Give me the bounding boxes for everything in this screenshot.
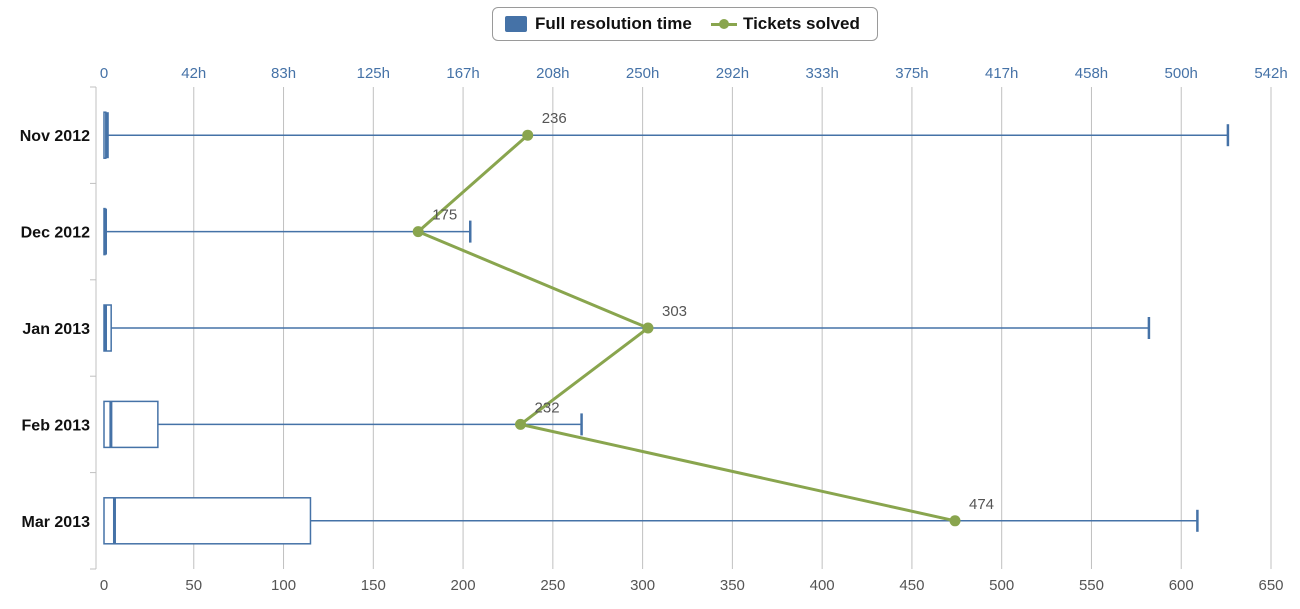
bottom-axis-tick-label: 200 <box>451 577 476 594</box>
tickets-solved-point <box>949 515 961 527</box>
category-label: Jan 2013 <box>22 321 90 338</box>
bottom-axis-tick-label: 250 <box>540 577 565 594</box>
bottom-axis-tick-label: 600 <box>1169 577 1194 594</box>
tickets-solved-data-label: 236 <box>542 110 567 127</box>
top-axis-tick-label: 375h <box>895 65 928 82</box>
bottom-axis-tick-label: 50 <box>185 577 202 594</box>
tickets-solved-data-label: 303 <box>662 303 687 320</box>
tickets-solved-data-label: 175 <box>432 207 457 224</box>
top-axis-tick-label: 250h <box>626 65 659 82</box>
legend-item-full-resolution-time[interactable]: Full resolution time <box>505 8 692 40</box>
bottom-axis-tick-label: 150 <box>361 577 386 594</box>
tickets-solved-data-label: 232 <box>535 399 560 416</box>
top-axis-tick-label: 83h <box>271 65 296 82</box>
box-series-swatch-icon <box>505 16 527 32</box>
top-axis-tick-label: 208h <box>536 65 569 82</box>
top-axis-tick-label: 333h <box>805 65 838 82</box>
top-axis-tick-label: 500h <box>1165 65 1198 82</box>
top-axis-tick-label: 167h <box>446 65 479 82</box>
bottom-axis-tick-label: 0 <box>100 577 108 594</box>
top-axis-tick-label: 292h <box>716 65 749 82</box>
bottom-axis-tick-label: 100 <box>271 577 296 594</box>
top-axis-tick-label: 0 <box>100 65 108 82</box>
top-axis-tick-label: 458h <box>1075 65 1108 82</box>
top-axis-tick-label: 417h <box>985 65 1018 82</box>
box-rect <box>103 111 107 159</box>
line-series-swatch-icon <box>711 16 737 32</box>
tickets-solved-point <box>642 322 654 334</box>
legend: Full resolution time Tickets solved <box>492 7 878 41</box>
tickets-solved-data-label: 474 <box>969 496 994 513</box>
category-label: Nov 2012 <box>20 128 90 145</box>
tickets-solved-point <box>522 129 534 141</box>
bottom-axis-tick-label: 350 <box>720 577 745 594</box>
bottom-axis-tick-label: 300 <box>630 577 655 594</box>
bottom-axis-tick-label: 500 <box>989 577 1014 594</box>
bottom-axis-tick-label: 650 <box>1258 577 1283 594</box>
bottom-axis-tick-label: 550 <box>1079 577 1104 594</box>
category-label: Feb 2013 <box>22 417 91 434</box>
box-rect <box>103 497 312 545</box>
tickets-solved-point <box>412 226 424 238</box>
tickets-solved-point <box>515 418 527 430</box>
legend-item-tickets-solved[interactable]: Tickets solved <box>711 8 860 40</box>
bottom-axis-tick-label: 400 <box>810 577 835 594</box>
category-label: Dec 2012 <box>21 225 90 242</box>
box-rect <box>103 400 159 449</box>
top-axis-tick-label: 125h <box>357 65 390 82</box>
bottom-axis-tick-label: 450 <box>899 577 924 594</box>
legend-label-box: Full resolution time <box>535 14 692 33</box>
top-axis-tick-label: 542h <box>1254 65 1287 82</box>
legend-label-line: Tickets solved <box>743 14 860 33</box>
category-label: Mar 2013 <box>22 514 91 531</box>
top-axis-tick-label: 42h <box>181 65 206 82</box>
